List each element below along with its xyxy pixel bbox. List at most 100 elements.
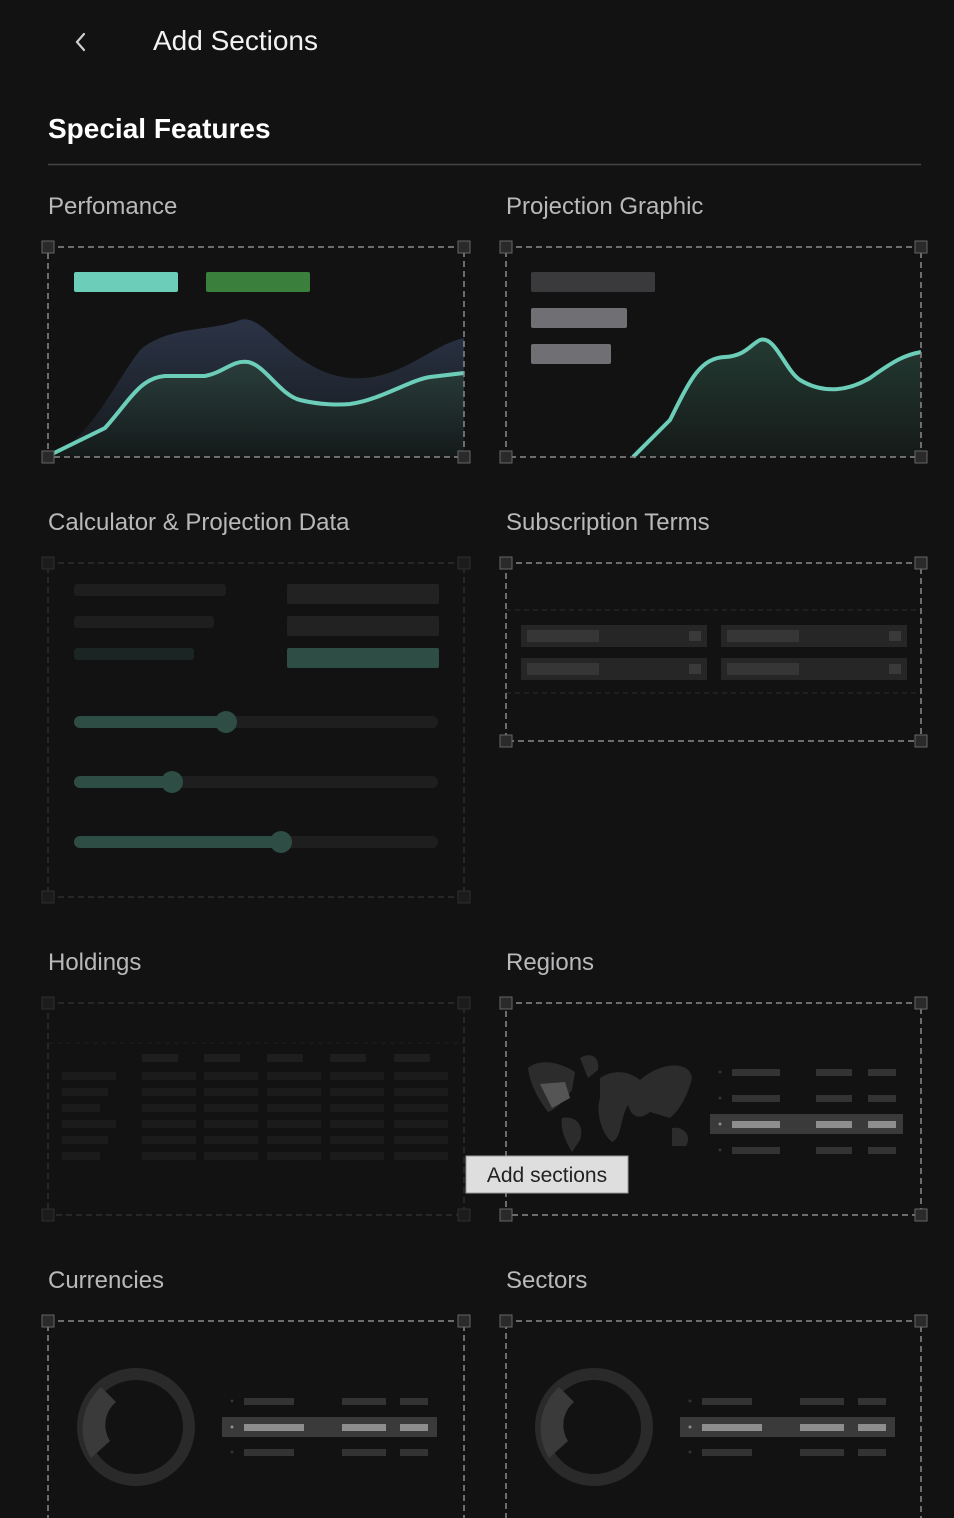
cell-bar [527,663,599,675]
corner-handle [914,556,928,570]
corner-handle [457,1208,471,1222]
slider-knob [215,711,237,733]
placeholder [267,1088,321,1096]
card-title: Currencies [48,1267,164,1294]
corner-handle [914,1314,928,1328]
bullet [718,1148,722,1152]
corner-handle [499,450,513,464]
card-title: Holdings [48,949,141,976]
currencies-card[interactable] [77,1368,437,1486]
corner-handle [499,556,513,570]
corner-handle [457,450,471,464]
row-highlight [710,1114,903,1134]
placeholder [330,1120,384,1128]
corner-handle [914,240,928,254]
bullet [718,1096,722,1100]
holdings-card[interactable] [48,1042,464,1160]
map-shape [580,1055,599,1078]
placeholder [62,1072,116,1080]
placeholder [142,1152,196,1160]
placeholder [400,1424,428,1431]
dashed-frame [47,1002,465,1216]
placeholder [394,1088,448,1096]
slider-fill [74,776,172,788]
card-title: Perfomance [48,193,177,220]
placeholder [732,1147,780,1154]
placeholder [330,1054,366,1062]
placeholder [732,1069,780,1076]
placeholder [287,616,439,636]
placeholder [330,1072,384,1080]
bar [531,344,611,364]
placeholder [702,1398,752,1405]
placeholder [394,1120,448,1128]
dashed-frame [505,1320,922,1518]
placeholder [267,1152,321,1160]
placeholder [816,1147,852,1154]
corner-handle [41,1314,55,1328]
corner-handle [457,240,471,254]
dashed-frame [47,246,465,458]
placeholder [267,1120,321,1128]
placeholder [330,1136,384,1144]
section-title: Special Features [48,113,271,144]
corner-handle [499,240,513,254]
tooltip: Add sections [465,1155,629,1194]
map-shape [561,1117,582,1152]
corner-handle [914,450,928,464]
map-shape [540,1082,570,1108]
cell-bar [727,663,799,675]
placeholder [342,1398,386,1405]
placeholder [142,1120,196,1128]
placeholder [702,1424,762,1431]
placeholder [816,1069,852,1076]
bullet [718,1122,722,1126]
placeholder [244,1449,294,1456]
back-button[interactable] [75,32,86,52]
cell-icon [689,631,701,641]
corner-handle [41,556,55,570]
legend-swatch [74,272,178,292]
subscription-card[interactable] [506,609,921,694]
legend-swatch [206,272,310,292]
corner-handle [914,996,928,1010]
placeholder [267,1072,321,1080]
placeholder [816,1121,852,1128]
corner-handle [499,1208,513,1222]
placeholder [62,1136,108,1144]
corner-handle [499,996,513,1010]
performance-card[interactable] [48,272,465,457]
placeholder [702,1449,752,1456]
placeholder [267,1054,303,1062]
sectors-card[interactable] [535,1368,895,1486]
placeholder [287,648,439,668]
corner-handle [457,890,471,904]
placeholder [204,1054,240,1062]
area [633,339,921,457]
placeholder [330,1104,384,1112]
dashed-frame [505,562,922,742]
corner-handle [914,734,928,748]
placeholder [62,1104,100,1112]
placeholder [244,1398,294,1405]
placeholder [142,1054,178,1062]
slider-fill [74,836,281,848]
placeholder [62,1120,116,1128]
donut-segment [540,1387,574,1458]
projection-card[interactable] [531,272,922,459]
row-highlight [680,1417,895,1437]
placeholder [142,1104,196,1112]
corner-handle [457,556,471,570]
corner-handle [41,450,55,464]
placeholder [330,1088,384,1096]
bar [531,272,655,292]
regions-card[interactable] [528,1055,903,1154]
card-title: Subscription Terms [506,509,710,536]
cell-bar [727,630,799,642]
cell-icon [689,664,701,674]
placeholder [868,1121,896,1128]
calculator-card[interactable] [74,584,439,853]
corner-handle [41,890,55,904]
